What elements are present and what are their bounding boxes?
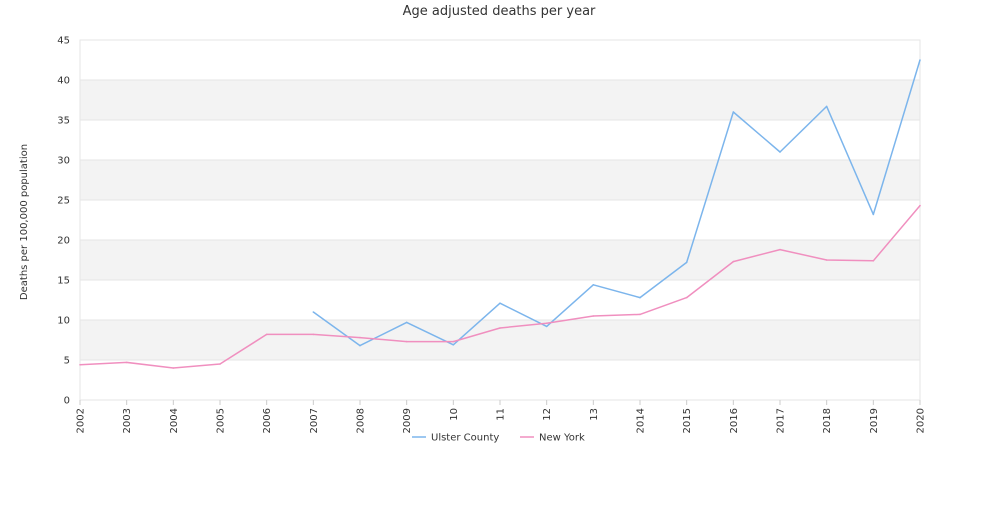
x-tick-label: 10: [449, 408, 460, 421]
x-tick-label: 12: [542, 408, 553, 421]
y-tick-label: 45: [57, 36, 70, 47]
x-tick-label: 13: [589, 408, 600, 421]
data-point: [825, 259, 828, 261]
data-point: [732, 111, 735, 113]
y-tick-label: 0: [64, 396, 70, 407]
series-line-0: [312, 59, 921, 347]
background-bands: [80, 80, 920, 360]
data-point: [545, 322, 548, 325]
chart-title: Age adjusted deaths per year: [403, 4, 596, 19]
data-point: [405, 340, 408, 343]
legend-label: New York: [539, 433, 585, 444]
background-band: [80, 320, 920, 360]
y-tick-label: 15: [57, 276, 70, 287]
x-tick-label: 2018: [822, 408, 833, 433]
y-tick-label: 25: [57, 196, 70, 207]
x-tick-label: 2002: [76, 408, 87, 433]
data-point: [172, 367, 175, 369]
data-point: [219, 363, 221, 365]
data-point: [685, 261, 688, 264]
data-point: [265, 333, 268, 336]
x-tick-label: 2016: [729, 408, 740, 433]
x-tick-label: 2008: [356, 408, 367, 433]
data-point: [919, 59, 921, 61]
data-point: [732, 260, 735, 263]
x-tick-label: 2006: [262, 408, 273, 433]
legend-label: Ulster County: [431, 433, 499, 444]
y-tick-label: 10: [57, 316, 70, 327]
data-point: [545, 325, 548, 328]
x-tick-label: 2003: [122, 408, 133, 433]
x-tick-label: 2017: [776, 408, 787, 433]
y-tick-label: 40: [57, 76, 70, 87]
data-point: [872, 260, 875, 262]
x-tick-label: 2004: [169, 408, 180, 433]
series-layer: [79, 59, 921, 369]
data-point: [359, 336, 361, 339]
data-point: [405, 321, 408, 324]
data-point: [452, 340, 455, 343]
x-tick-label: 2020: [916, 408, 927, 433]
data-point: [592, 315, 595, 317]
background-band: [80, 160, 920, 200]
y-axis-label: Deaths per 100,000 population: [19, 144, 30, 300]
x-axis-ticks: 2002 2003 2004 2005 2006 2007 2008 2009 10 11 12 13…: [76, 400, 927, 433]
data-point: [639, 313, 641, 316]
background-band: [80, 80, 920, 120]
data-point: [639, 296, 641, 299]
data-point: [79, 364, 81, 366]
data-point: [312, 311, 315, 313]
data-point: [872, 213, 875, 216]
data-point: [779, 151, 781, 153]
data-point: [685, 296, 688, 299]
x-tick-label: 2009: [402, 408, 413, 433]
data-point: [499, 302, 501, 305]
x-tick-label: 2015: [682, 408, 693, 433]
data-point: [592, 284, 595, 286]
x-tick-label: 2007: [309, 408, 320, 433]
y-tick-label: 35: [57, 116, 70, 127]
x-tick-label: 2005: [216, 408, 227, 433]
data-point: [312, 333, 315, 336]
y-tick-label: 5: [64, 356, 70, 367]
background-band: [80, 240, 920, 280]
data-point: [919, 204, 921, 207]
x-tick-label: 2019: [869, 408, 880, 433]
y-axis-ticks: 0 5 10 15 20 25 30 35 40 45: [57, 36, 70, 407]
legend-item-0[interactable]: Ulster County: [412, 433, 499, 444]
legend: Ulster County New York: [412, 433, 585, 444]
data-point: [825, 105, 828, 108]
x-tick-label: 2014: [636, 408, 647, 433]
data-point: [499, 327, 501, 329]
legend-item-1[interactable]: New York: [520, 433, 585, 444]
y-tick-label: 30: [57, 156, 70, 167]
y-tick-label: 20: [57, 236, 70, 247]
data-point: [452, 344, 455, 346]
data-point: [125, 361, 128, 364]
data-point: [779, 248, 781, 251]
data-point: [359, 344, 361, 347]
x-tick-label: 11: [496, 408, 507, 421]
